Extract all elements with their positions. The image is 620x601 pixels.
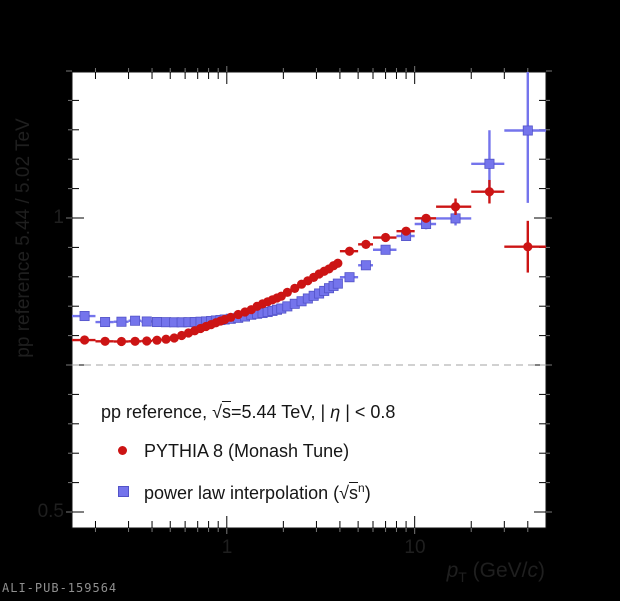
legend-header-mid: =5.44 TeV, | bbox=[230, 402, 331, 422]
legend-powerlaw-sup-n: n bbox=[358, 481, 365, 495]
sqrt-icon: √ bbox=[212, 402, 222, 422]
legend-powerlaw-s: s bbox=[349, 483, 358, 503]
legend-entry-label: power law interpolation (√sn) bbox=[144, 481, 371, 504]
x-tick-label-10: 10 bbox=[404, 537, 426, 558]
y-axis-title: pp reference 5.44 / 5.02 TeV bbox=[13, 118, 34, 358]
series-pythia8 bbox=[72, 179, 546, 347]
legend-powerlaw-post: ) bbox=[364, 483, 371, 503]
red-circle-marker-icon bbox=[118, 446, 127, 455]
x-tick-label-1: 1 bbox=[221, 537, 233, 558]
x-title-mid: (GeV/ bbox=[466, 559, 528, 582]
y-tick-label-1: 1 bbox=[53, 207, 64, 228]
x-title-c: c bbox=[527, 559, 539, 582]
x-title-end: ) bbox=[538, 559, 545, 582]
series-powerlaw bbox=[72, 72, 546, 328]
legend-header: pp reference, √s=5.44 TeV, | η | < 0.8 bbox=[101, 402, 395, 423]
sqrt-icon: √ bbox=[339, 483, 349, 503]
watermark-label: ALI-PUB-159564 bbox=[2, 581, 118, 595]
legend-header-post: | < 0.8 bbox=[340, 402, 396, 422]
legend-header-s: s bbox=[221, 402, 231, 422]
x-title-sub-T: T bbox=[458, 569, 467, 586]
legend-powerlaw-pre: power law interpolation ( bbox=[144, 483, 340, 503]
x-axis-title: pT (GeV/c) bbox=[375, 559, 545, 585]
blue-square-marker-icon bbox=[118, 486, 129, 497]
y-tick-label-0-5: 0.5 bbox=[37, 501, 64, 522]
legend-header-pre: pp reference, bbox=[101, 402, 213, 422]
legend-entry-label: PYTHIA 8 (Monash Tune) bbox=[144, 441, 350, 461]
eta-symbol: η bbox=[330, 402, 341, 422]
x-title-p: p bbox=[446, 559, 459, 582]
